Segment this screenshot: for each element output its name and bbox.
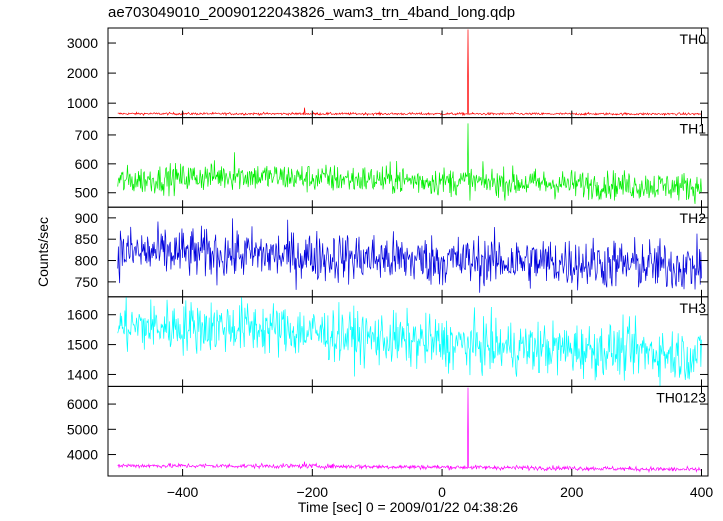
y-tick-label: 4000 [67, 447, 98, 463]
panel-label-th2: TH2 [680, 210, 707, 226]
y-tick-label: 1000 [67, 95, 98, 111]
series-line-th3 [117, 296, 702, 387]
panel-frame-th1 [107, 117, 709, 208]
y-tick-label: 2000 [67, 65, 98, 81]
panel-label-th3: TH3 [680, 300, 707, 316]
chart-title: ae703049010_20090122043826_wam3_trn_4ban… [108, 4, 516, 21]
x-tick-label: −200 [297, 484, 329, 500]
y-tick-label: 600 [75, 156, 99, 172]
panel-frame-th0123 [107, 385, 709, 477]
y-tick-label: 900 [75, 210, 99, 226]
y-tick-label: 700 [75, 127, 99, 143]
y-tick-label: 850 [75, 231, 99, 247]
y-tick-label: 750 [75, 274, 99, 290]
panel-frame-th0 [107, 27, 709, 119]
x-axis-label: Time [sec] 0 = 2009/01/22 04:38:26 [298, 499, 518, 515]
y-axis-label: Counts/sec [35, 217, 51, 287]
y-tick-label: 1500 [67, 337, 98, 353]
panel-label-th0: TH0 [680, 31, 707, 47]
y-tick-label: 1400 [67, 366, 98, 382]
series-line-th0123 [117, 387, 702, 474]
panel-label-th0123: TH0123 [656, 389, 706, 405]
y-tick-label: 6000 [67, 396, 98, 412]
y-tick-label: 1600 [67, 307, 98, 323]
x-tick-label: 200 [560, 484, 584, 500]
series-line-th0 [117, 29, 702, 117]
series-line-th2 [117, 218, 702, 293]
x-tick-label: −400 [167, 484, 199, 500]
y-tick-label: 500 [75, 185, 99, 201]
series-line-th1 [117, 123, 702, 204]
x-tick-label: 400 [690, 484, 714, 500]
y-tick-label: 5000 [67, 421, 98, 437]
y-tick-label: 800 [75, 253, 99, 269]
x-tick-label: 0 [438, 484, 446, 500]
y-tick-label: 3000 [67, 35, 98, 51]
panel-label-th1: TH1 [680, 121, 707, 137]
